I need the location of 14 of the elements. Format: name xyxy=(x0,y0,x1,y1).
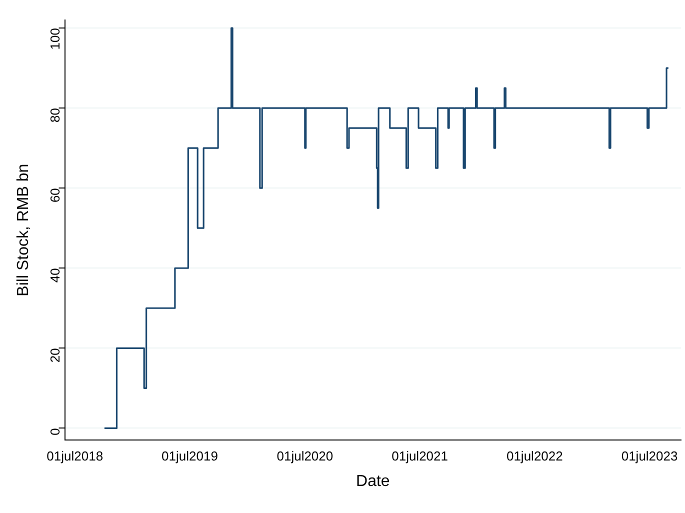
x-tick-label: 01jul2018 xyxy=(46,448,104,464)
y-tick-label: 100 xyxy=(47,28,62,50)
x-tick-label: 01jul2019 xyxy=(162,448,218,464)
x-tick-label: 01jul2020 xyxy=(276,448,334,464)
x-tick-label: 01jul2021 xyxy=(392,448,448,464)
y-axis-title: Bill Stock, RMB bn xyxy=(15,164,32,296)
y-tick-label: 80 xyxy=(47,108,62,123)
x-tick-label: 01jul2023 xyxy=(621,448,678,464)
y-tick-label: 20 xyxy=(47,348,62,363)
y-tick-label: 60 xyxy=(47,188,62,203)
y-tick-label: 0 xyxy=(47,428,62,436)
x-tick-label: 01jul2022 xyxy=(506,448,563,464)
x-axis-title: Date xyxy=(356,472,390,490)
y-tick-label: 40 xyxy=(47,268,62,283)
